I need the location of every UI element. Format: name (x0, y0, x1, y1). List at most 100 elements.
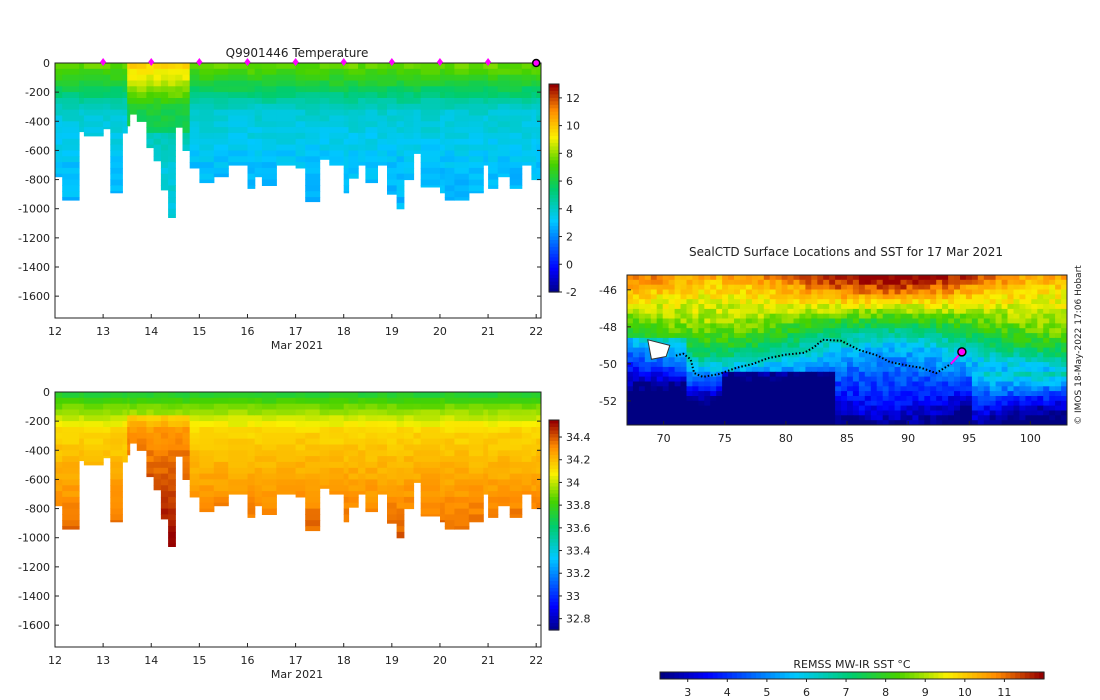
data-cell (468, 491, 484, 498)
sst-cell (668, 294, 676, 300)
colorbar-segment (549, 563, 559, 568)
sst-cell (722, 284, 729, 291)
sst-cell (965, 304, 973, 310)
sst-cell (965, 318, 973, 324)
seal-track (675, 338, 967, 378)
sst-colorbar-segment (904, 672, 911, 679)
sst-cell (882, 342, 890, 349)
sst-cell (811, 405, 818, 411)
data-cell (343, 115, 350, 122)
sst-cell (698, 275, 705, 281)
data-cell (276, 138, 297, 146)
colorbar-segment (549, 574, 559, 579)
sst-cell (829, 410, 836, 416)
data-cell (189, 144, 200, 151)
data-cell (521, 162, 532, 166)
data-cell (199, 115, 215, 122)
data-cell (387, 514, 398, 521)
sst-cell (906, 357, 913, 363)
data-cell (261, 421, 277, 428)
data-cell (160, 138, 169, 146)
sst-cell (787, 347, 794, 353)
data-cell (136, 421, 147, 428)
sst-cell (971, 376, 979, 382)
data-cell (358, 156, 366, 163)
sst-cell (876, 352, 884, 358)
sst-cell (870, 337, 878, 344)
sst-cell (668, 323, 676, 329)
sst-cell (1019, 400, 1026, 407)
sst-cell (918, 410, 925, 416)
y-tick-label: -1200 (18, 561, 50, 574)
data-cell (110, 432, 123, 440)
sst-cell (864, 371, 872, 378)
data-cell (365, 473, 378, 480)
sst-cell (888, 386, 896, 392)
sst-cell (745, 342, 753, 349)
data-cell (168, 514, 176, 521)
data-cell (305, 415, 321, 422)
data-cell (127, 63, 131, 70)
sst-cell (900, 366, 907, 373)
data-cell (521, 109, 532, 116)
data-cell (254, 150, 263, 157)
sst-cell (829, 381, 836, 387)
data-cell (483, 68, 489, 76)
sst-colorbar-tick-label: 10 (958, 686, 972, 699)
sst-cell (781, 347, 789, 353)
sst-cell (912, 362, 919, 368)
data-cell (247, 92, 256, 99)
sst-cell (698, 323, 705, 329)
data-cell (136, 397, 147, 405)
data-cell (261, 109, 277, 116)
sst-cell (710, 313, 717, 320)
data-cell (413, 444, 422, 451)
colorbar-segment (549, 532, 559, 537)
colorbar-segment (549, 448, 559, 453)
sst-cell (686, 352, 693, 358)
data-cell (247, 397, 256, 405)
data-cell (213, 74, 229, 82)
data-cell (295, 132, 306, 140)
data-cell (387, 144, 398, 151)
data-cell (531, 432, 537, 440)
sst-cell (638, 279, 646, 286)
colorbar-segment (549, 201, 559, 206)
sst-cell (989, 400, 997, 407)
sst-cell (627, 352, 634, 358)
data-cell (497, 502, 511, 507)
sst-cell (1001, 415, 1009, 421)
sst-cell (995, 410, 1003, 416)
data-cell (295, 461, 306, 469)
surface-marker (436, 58, 443, 66)
data-cell (396, 456, 405, 463)
data-cell (329, 432, 345, 440)
sst-cell (954, 362, 961, 368)
data-cell (136, 432, 147, 440)
data-cell (182, 115, 191, 122)
sst-cell (960, 391, 967, 397)
data-cell (319, 121, 330, 128)
sst-cell (811, 347, 818, 353)
sst-colorbar-segment (717, 672, 723, 679)
sst-cell (1043, 294, 1050, 300)
data-cell (199, 138, 215, 146)
sst-cell (995, 342, 1003, 349)
data-cell (348, 138, 359, 146)
sst-cell (930, 323, 937, 329)
data-cell (254, 427, 263, 434)
sst-cell (989, 357, 997, 363)
sst-cell (644, 289, 652, 295)
sst-cell (1061, 328, 1067, 334)
colorbar-tick-label: 33.4 (566, 545, 591, 558)
data-cell (454, 179, 470, 186)
sst-cell (662, 405, 670, 411)
sst-cell (971, 347, 979, 353)
data-cell (153, 397, 162, 405)
sst-cell (948, 337, 955, 344)
data-cell (305, 63, 321, 70)
data-cell (488, 121, 499, 128)
data-cell (531, 427, 537, 434)
data-cell (199, 162, 215, 169)
sst-cell (847, 366, 854, 373)
